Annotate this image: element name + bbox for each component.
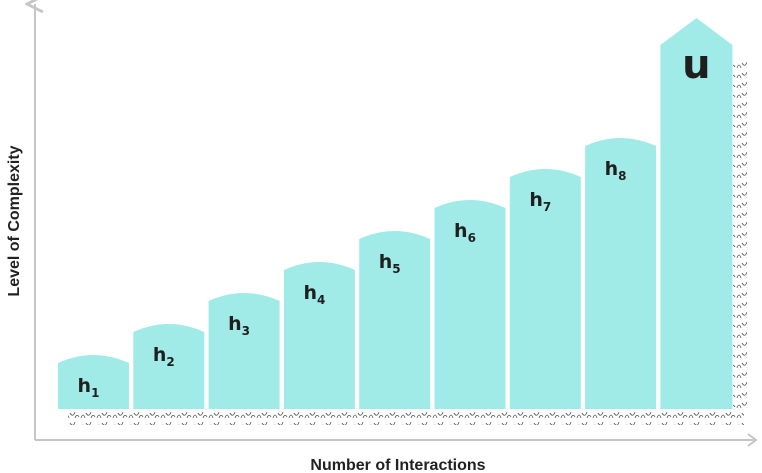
bar-label: h8 <box>605 158 627 183</box>
bar-shape <box>585 138 657 409</box>
bar-h6: h6 <box>434 200 506 409</box>
bar-shape <box>434 200 506 409</box>
side-texture <box>733 62 747 412</box>
x-axis-title: Number of Interactions <box>310 457 485 473</box>
bar-h3: h3 <box>208 293 280 409</box>
bars-group: h1 h2 h3 h4 h5 h6 h7 h8 u <box>58 18 733 409</box>
bar-shape <box>133 324 205 409</box>
bar-h2: h2 <box>133 324 205 409</box>
bar-h7: h7 <box>509 169 581 409</box>
bar-h5: h5 <box>359 231 431 409</box>
y-axis-title: Level of Complexity <box>6 145 23 296</box>
x-axis-arrowhead <box>747 433 758 447</box>
bar-h1: h1 <box>58 355 129 409</box>
bar-label: h2 <box>153 344 175 369</box>
bar-label: h7 <box>529 189 551 214</box>
bar-shape <box>359 231 431 409</box>
bar-label: h5 <box>379 251 401 276</box>
bar-label: h4 <box>303 282 325 307</box>
bar-label: h3 <box>228 313 250 338</box>
bar-shape <box>208 293 280 409</box>
bar-label: h1 <box>78 375 100 400</box>
bar-shape <box>283 262 355 409</box>
bar-shape <box>58 355 129 409</box>
bar-shape <box>509 169 581 409</box>
bar-h8: h8 <box>585 138 657 409</box>
final-bar-label: u <box>682 42 710 88</box>
bar-h4: h4 <box>283 262 355 409</box>
bar-label: h6 <box>454 220 476 245</box>
base-texture <box>68 409 744 425</box>
final-bar-shape <box>660 18 733 409</box>
bar-u: u <box>660 18 733 409</box>
